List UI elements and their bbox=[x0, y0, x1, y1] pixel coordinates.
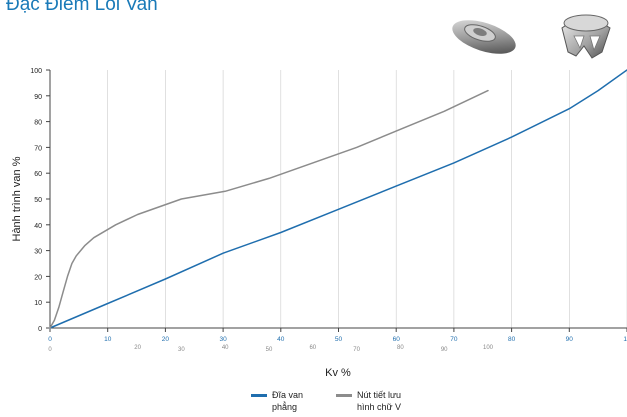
x-tick-label-secondary: 100 bbox=[483, 345, 494, 351]
page-title: Đặc Điểm Lõi Van bbox=[6, 0, 158, 15]
legend-label-flat-disc: Đĩa van phẳng bbox=[272, 390, 304, 412]
x-tick-label-secondary: 80 bbox=[397, 345, 404, 351]
x-ticks: 0102030405060708090100203040506070809010… bbox=[48, 328, 627, 353]
series bbox=[49, 69, 627, 329]
y-tick-label: 80 bbox=[34, 120, 42, 127]
y-tick-label: 100 bbox=[30, 68, 42, 75]
legend-item-v-port: Nút tiết lưu hình chữ V bbox=[336, 389, 409, 413]
legend-item-flat-disc: Đĩa van phẳng bbox=[251, 389, 324, 413]
legend-swatch-flat-disc bbox=[251, 394, 267, 397]
x-tick-label-secondary: 20 bbox=[134, 345, 141, 351]
y-tick-label: 70 bbox=[34, 145, 42, 152]
y-axis-label: Hành trình van % bbox=[11, 156, 23, 241]
x-tick-label-secondary: 30 bbox=[178, 347, 185, 353]
x-tick-label-primary: 70 bbox=[450, 336, 458, 343]
grid bbox=[107, 70, 627, 328]
x-tick-label-secondary: 70 bbox=[353, 347, 360, 353]
x-tick-label-secondary: 50 bbox=[266, 347, 273, 353]
x-tick-label-secondary: 90 bbox=[441, 347, 448, 353]
x-axis-label: Kv % bbox=[325, 367, 351, 379]
x-tick-label-secondary: 60 bbox=[309, 345, 316, 351]
x-tick-label-secondary: 0 bbox=[48, 347, 52, 353]
x-tick-label-primary: 10 bbox=[104, 336, 112, 343]
x-tick-label-primary: 30 bbox=[219, 336, 227, 343]
x-tick-label-secondary: 40 bbox=[222, 345, 229, 351]
y-tick-label: 30 bbox=[34, 249, 42, 256]
v-port-plug-photo bbox=[561, 14, 611, 59]
y-tick-label: 50 bbox=[34, 197, 42, 204]
legend-label-v-port: Nút tiết lưu hình chữ V bbox=[357, 390, 402, 412]
y-tick-label: 10 bbox=[34, 300, 42, 307]
y-ticks: 0 10 20 30 40 50 60 70 80 90 100 bbox=[30, 68, 50, 333]
flat-disc-photo bbox=[452, 20, 516, 54]
x-tick-label-primary: 50 bbox=[335, 336, 343, 343]
y-tick-label: 20 bbox=[34, 274, 42, 281]
x-tick-label-primary: 80 bbox=[508, 336, 516, 343]
legend: Đĩa van phẳng Nút tiết lưu hình chữ V bbox=[0, 389, 627, 417]
x-tick-label-primary: 60 bbox=[393, 336, 401, 343]
x-tick-label-primary: 10 bbox=[623, 336, 627, 343]
series-line-flat-disc bbox=[49, 69, 627, 329]
y-tick-label: 0 bbox=[38, 326, 42, 333]
series-line-v-port bbox=[49, 89, 489, 329]
x-tick-label-primary: 0 bbox=[48, 336, 52, 343]
x-tick-label-primary: 20 bbox=[162, 336, 170, 343]
y-tick-label: 60 bbox=[34, 171, 42, 178]
x-tick-label-primary: 40 bbox=[277, 336, 285, 343]
legend-swatch-v-port bbox=[336, 394, 352, 397]
x-tick-label-primary: 90 bbox=[566, 336, 574, 343]
y-tick-label: 40 bbox=[34, 223, 42, 230]
y-tick-label: 90 bbox=[34, 94, 42, 101]
